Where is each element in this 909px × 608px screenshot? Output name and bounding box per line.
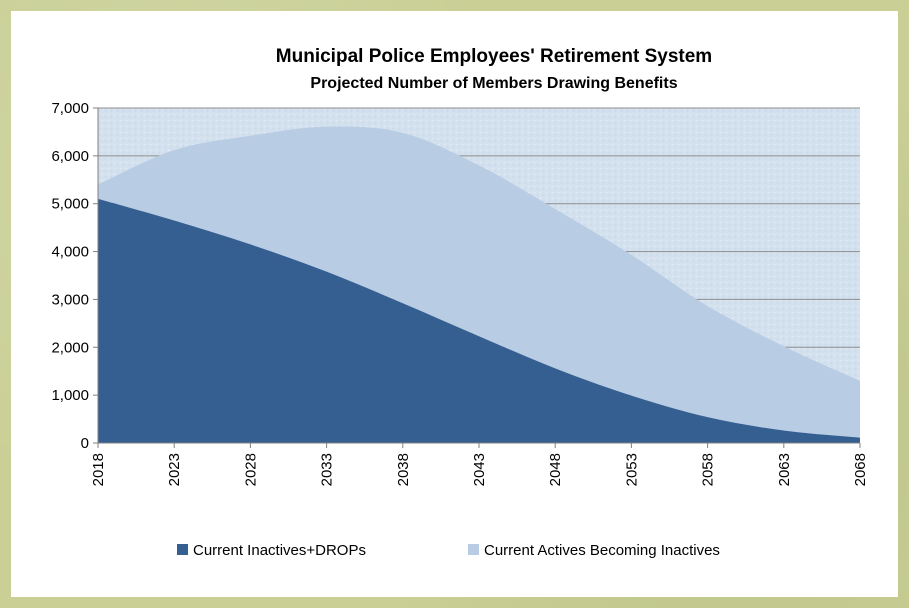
x-tick-label: 2023 [166, 453, 183, 486]
legend-label: Current Inactives+DROPs [193, 542, 366, 559]
y-tick-label: 5,000 [51, 196, 89, 213]
x-tick-label: 2068 [852, 453, 869, 486]
legend: Current Inactives+DROPs Current Actives B… [177, 542, 720, 559]
legend-label: Current Actives Becoming Inactives [484, 542, 720, 559]
y-axis-ticks: 0 1,000 2,000 3,000 4,000 5,000 6,000 7,000 [51, 100, 98, 452]
area-series [98, 126, 860, 443]
area-current-inactives-drops [98, 198, 860, 443]
chart-subtitle: Projected Number of Members Drawing Bene… [310, 75, 677, 92]
x-axis-ticks: 2018 2023 2028 2033 2038 2043 2048 2053 2058 2063… [90, 443, 869, 486]
x-tick-label: 2053 [623, 453, 640, 486]
x-tick-label: 2063 [776, 453, 793, 486]
x-tick-label: 2043 [471, 453, 488, 486]
y-tick-label: 7,000 [51, 100, 89, 117]
y-tick-label: 4,000 [51, 244, 89, 261]
legend-swatch [177, 544, 188, 555]
chart-area: Municipal Police Employees' Retirement S… [11, 11, 898, 597]
x-tick-label: 2038 [395, 453, 412, 486]
y-tick-label: 0 [81, 435, 89, 452]
x-tick-label: 2048 [547, 453, 564, 486]
y-tick-label: 2,000 [51, 339, 89, 356]
y-tick-label: 1,000 [51, 387, 89, 404]
x-tick-label: 2018 [90, 453, 107, 486]
chart: Municipal Police Employees' Retirement S… [51, 46, 869, 559]
chart-title: Municipal Police Employees' Retirement S… [276, 46, 712, 67]
x-tick-label: 2058 [700, 453, 717, 486]
x-tick-label: 2033 [319, 453, 336, 486]
area-current-actives-becoming-inactives [98, 126, 860, 438]
legend-swatch [468, 544, 479, 555]
y-tick-label: 6,000 [51, 148, 89, 165]
y-tick-label: 3,000 [51, 291, 89, 308]
x-tick-label: 2028 [242, 453, 259, 486]
